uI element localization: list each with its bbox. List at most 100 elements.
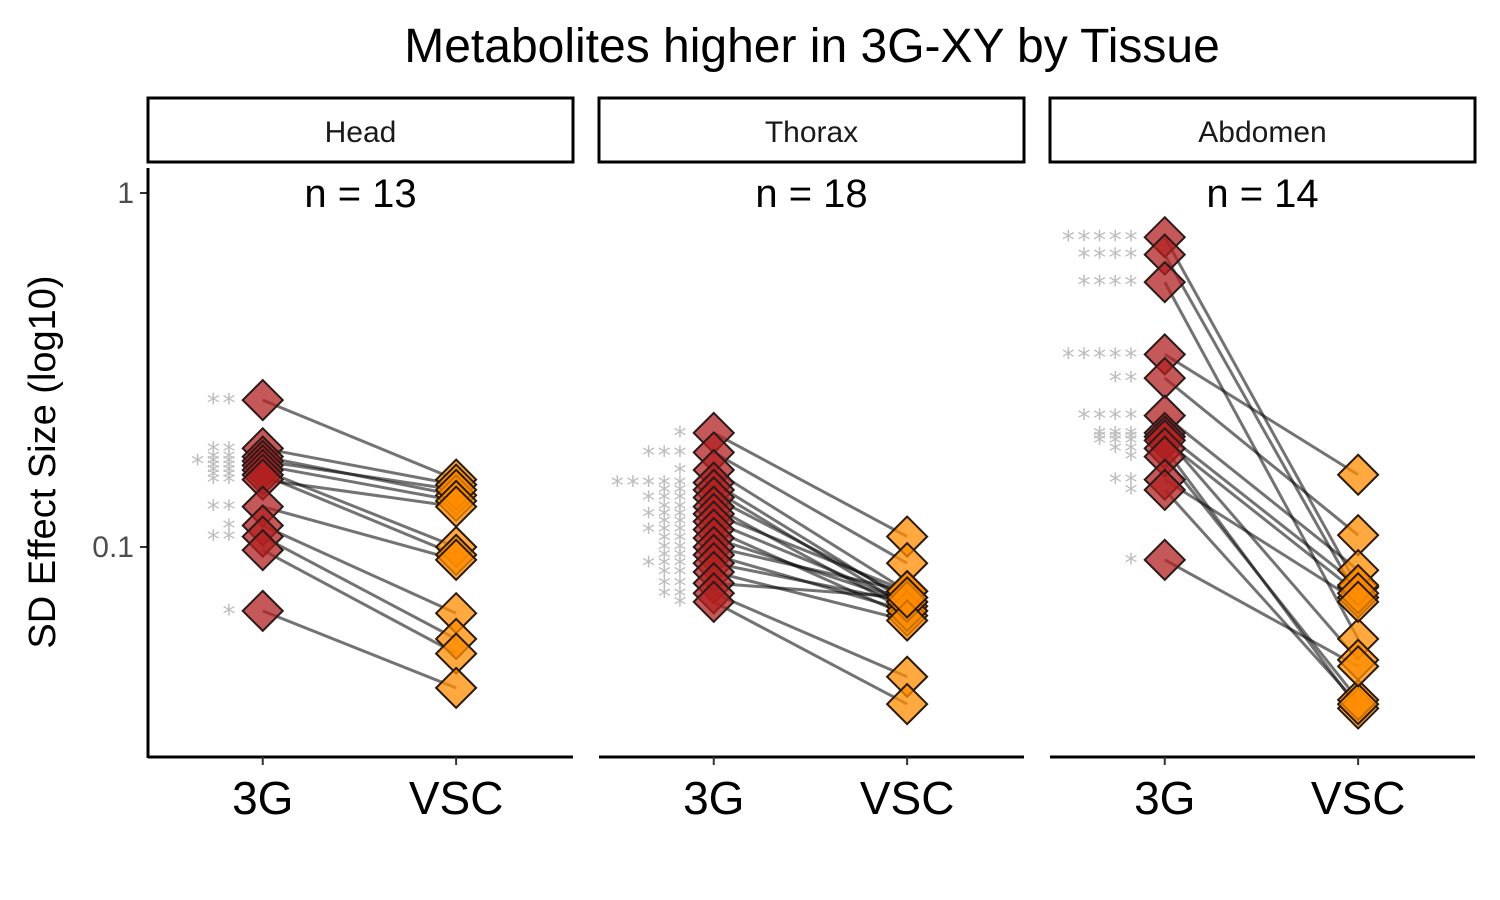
significance-stars: *** [641, 552, 688, 582]
facet-strip-label: Head [325, 116, 397, 149]
pair-line [1163, 439, 1360, 595]
significance-stars: * [221, 600, 237, 630]
significance-stars: ***** [1060, 226, 1138, 256]
significance-stars: ** [656, 572, 687, 602]
x-tick-label: VSC [409, 772, 504, 824]
pair-line [262, 609, 457, 690]
n-count-label: n = 18 [755, 172, 867, 216]
pair-line [713, 591, 908, 679]
facet-strip [146, 96, 575, 164]
pair-line [262, 463, 457, 503]
significance-stars: * [672, 591, 688, 621]
pair-line [713, 600, 908, 706]
pair-line [713, 581, 908, 600]
facet-strip-label: Abdomen [1198, 116, 1326, 149]
significance-stars: ** [205, 496, 236, 526]
x-tick-label: 3G [683, 772, 744, 824]
point-3g [1143, 468, 1187, 512]
point-vsc [434, 666, 478, 710]
point-3g [241, 589, 285, 633]
pair-line [262, 505, 457, 562]
pair-line [1163, 376, 1360, 537]
significance-stars: * [1123, 446, 1139, 476]
significance-stars: **** [1076, 244, 1139, 274]
point-vsc [1336, 682, 1380, 726]
pair-line [713, 570, 908, 622]
significance-stars: ** [205, 459, 236, 489]
significance-stars: * [672, 422, 688, 452]
pair-line [262, 473, 457, 557]
significance-stars: *** [641, 503, 688, 533]
pair-line [262, 468, 457, 549]
significance-stars: *** [1092, 429, 1139, 459]
pair-line [1163, 435, 1360, 661]
n-count-label: n = 14 [1206, 172, 1318, 216]
significance-stars: *** [190, 450, 237, 480]
significance-stars: *** [641, 441, 688, 471]
significance-stars: ** [205, 389, 236, 419]
pair-line [1163, 353, 1359, 477]
point-vsc [885, 682, 929, 726]
point-vsc [1336, 453, 1380, 497]
pair-line [713, 512, 908, 593]
point-3g [1143, 260, 1187, 304]
pair-line [262, 478, 457, 509]
significance-stars: ** [205, 454, 236, 484]
x-tick-label: 3G [232, 772, 293, 824]
significance-stars: ** [656, 582, 687, 612]
pair-line [713, 431, 908, 538]
point-vsc [1336, 644, 1380, 688]
significance-stars: ** [205, 446, 236, 476]
x-tick-label: VSC [860, 772, 955, 824]
point-3g [1143, 538, 1187, 582]
significance-stars: ** [656, 527, 687, 557]
significance-stars: *** [1092, 422, 1139, 452]
y-tick-label: 1 [117, 177, 134, 210]
pair-line [1163, 281, 1360, 640]
pair-line [713, 545, 908, 593]
pair-line [1163, 488, 1360, 706]
significance-stars: ** [656, 544, 687, 574]
facet-strip-label: Thorax [765, 116, 858, 149]
significance-stars: ***** [609, 472, 687, 502]
pair-line [262, 535, 457, 641]
point-vsc [1336, 580, 1380, 624]
significance-stars: ** [656, 496, 687, 526]
significance-stars: * [221, 515, 237, 545]
significance-stars: * [1123, 479, 1139, 509]
y-axis-label: SD Effect Size (log10) [22, 275, 64, 648]
significance-stars: **** [1076, 405, 1139, 435]
pair-line [1163, 236, 1360, 588]
pair-line [262, 459, 457, 492]
significance-stars: ** [656, 511, 687, 541]
pair-line [1164, 558, 1359, 668]
pair-line [1163, 455, 1360, 701]
significance-stars: ** [656, 561, 687, 591]
significance-stars: * [1123, 549, 1139, 579]
significance-stars: *** [641, 486, 688, 516]
significance-stars: *** [641, 519, 688, 549]
significance-stars: ** [1107, 469, 1138, 499]
pair-line [712, 468, 908, 593]
significance-stars: ** [1107, 437, 1138, 467]
point-vsc [434, 538, 478, 582]
facet-strip [597, 96, 1026, 164]
pair-line [1163, 414, 1360, 572]
significance-stars: *** [1092, 426, 1139, 456]
pair-line [713, 520, 908, 604]
y-tick-label: 0.1 [92, 531, 134, 564]
pair-line [1163, 478, 1359, 604]
pair-line [713, 505, 908, 613]
pair-line [1163, 253, 1360, 599]
n-count-label: n = 13 [304, 172, 416, 216]
facet-strip [1048, 96, 1477, 164]
significance-stars: * [672, 459, 688, 489]
significance-stars: ** [656, 536, 687, 566]
point-3g [241, 528, 285, 572]
significance-stars: ** [205, 469, 236, 499]
